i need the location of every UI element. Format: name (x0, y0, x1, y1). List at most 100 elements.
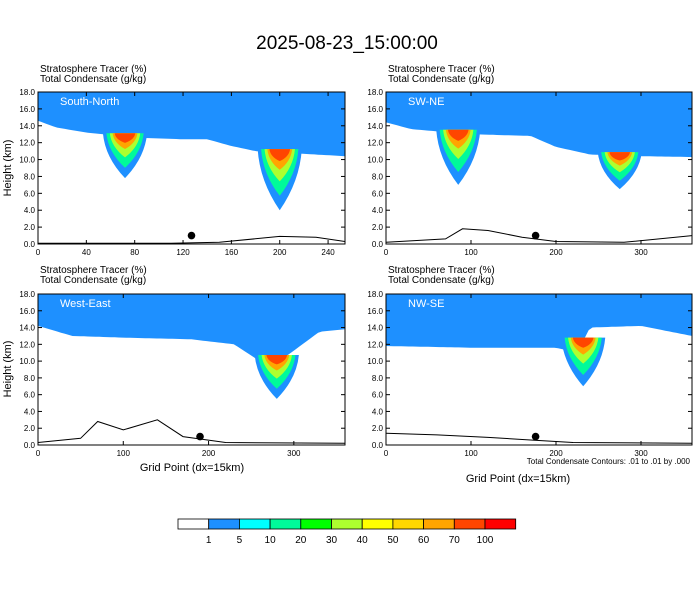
y-tick-label: 6.0 (372, 189, 384, 198)
y-tick-label: 0.0 (24, 240, 36, 249)
tracer-intrusion (609, 152, 631, 161)
panel-xlabel: Grid Point (dx=15km) (140, 462, 244, 474)
colorbar-swatch (331, 518, 363, 530)
colorbar-swatch (238, 518, 271, 530)
x-tick-label: 200 (549, 248, 563, 257)
contour-note: Total Condensate Contours: .01 to .01 by… (527, 457, 691, 466)
y-tick-label: 8.0 (24, 172, 36, 181)
panel-west-east: Stratosphere Tracer (%) Total Condensate… (2, 265, 346, 474)
y-tick-label: 6.0 (24, 391, 36, 400)
panel-name-label: NW-SE (408, 298, 444, 310)
colorbar: 1 5 10 20 30 40 50 60 70 100 (177, 518, 517, 546)
y-tick-label: 18.0 (19, 88, 35, 97)
panel-field2-label: Total Condensate (g/kg) (388, 74, 494, 85)
colorbar-swatch (300, 518, 332, 530)
y-tick-label: 12.0 (367, 340, 383, 349)
terrain-line (38, 235, 345, 244)
y-tick-label: 4.0 (372, 206, 384, 215)
y-tick-label: 4.0 (24, 206, 36, 215)
plot-area (38, 92, 345, 244)
colorbar-swatch (177, 518, 210, 530)
colorbar-label: 10 (265, 535, 277, 546)
tracer-band (38, 294, 345, 361)
y-tick-label: 8.0 (372, 374, 384, 383)
panel-field1-label: Stratosphere Tracer (%) (388, 265, 495, 276)
y-tick-label: 8.0 (24, 374, 36, 383)
plot-area (38, 294, 345, 445)
y-tick-label: 4.0 (372, 407, 384, 416)
panel-xlabel: Grid Point (dx=15km) (466, 473, 570, 485)
y-tick-label: 18.0 (19, 290, 35, 299)
colorbar-swatch (392, 518, 424, 530)
y-tick-label: 16.0 (19, 307, 35, 316)
tracer-intrusion (572, 337, 594, 348)
tracer-intrusion (269, 149, 291, 162)
tracer-intrusion (114, 133, 136, 143)
colorbar-swatch (423, 518, 455, 530)
x-tick-label: 0 (36, 449, 41, 458)
panel-south-north: Stratosphere Tracer (%) Total Condensate… (2, 64, 346, 257)
y-tick-label: 0.0 (372, 441, 384, 450)
colorbar-label: 20 (295, 535, 307, 546)
plot-frame (37, 91, 346, 245)
x-tick-label: 300 (287, 449, 301, 458)
location-marker (531, 231, 540, 240)
x-tick-label: 0 (384, 248, 389, 257)
y-tick-label: 14.0 (367, 122, 383, 131)
panel-field2-label: Total Condensate (g/kg) (40, 74, 146, 85)
y-tick-label: 6.0 (372, 391, 384, 400)
panel-field2-label: Total Condensate (g/kg) (388, 275, 494, 286)
colorbar-label: 5 (237, 535, 243, 546)
y-tick-label: 2.0 (372, 424, 384, 433)
x-tick-label: 300 (634, 449, 648, 458)
panel-nw-se: Stratosphere Tracer (%) Total Condensate… (367, 265, 693, 485)
location-marker (196, 432, 204, 441)
location-marker (531, 432, 540, 441)
colorbar-swatch (208, 518, 240, 530)
y-tick-label: 6.0 (24, 189, 36, 198)
tracer-band (386, 92, 692, 157)
y-tick-label: 2.0 (24, 424, 36, 433)
figure-title: 2025-08-23_15:00:00 (256, 33, 438, 54)
terrain-line (386, 432, 692, 444)
panel-name-label: SW-NE (408, 96, 444, 108)
tracer-band (386, 294, 692, 353)
y-tick-label: 12.0 (367, 139, 383, 148)
y-tick-label: 18.0 (367, 88, 383, 97)
colorbar-label: 1 (206, 535, 212, 546)
panel-field1-label: Stratosphere Tracer (%) (40, 64, 147, 75)
x-tick-label: 200 (273, 248, 287, 257)
x-tick-label: 200 (549, 449, 563, 458)
y-tick-label: 14.0 (19, 324, 35, 333)
colorbar-label: 30 (326, 535, 338, 546)
location-marker (187, 231, 196, 240)
plot-frame (37, 293, 346, 446)
y-tick-label: 12.0 (19, 340, 35, 349)
colorbar-label: 60 (418, 535, 430, 546)
panel-name-label: South-North (60, 96, 119, 108)
y-tick-label: 0.0 (372, 240, 384, 249)
y-tick-label: 18.0 (367, 290, 383, 299)
colorbar-label: 50 (387, 535, 399, 546)
x-tick-label: 0 (384, 449, 389, 458)
panel-field1-label: Stratosphere Tracer (%) (40, 265, 147, 276)
y-tick-label: 4.0 (24, 407, 36, 416)
x-tick-label: 100 (117, 449, 131, 458)
y-tick-label: 16.0 (367, 105, 383, 114)
y-tick-label: 2.0 (24, 223, 36, 232)
tracer-band (38, 92, 345, 157)
x-tick-label: 100 (464, 449, 478, 458)
y-tick-label: 12.0 (19, 139, 35, 148)
x-tick-label: 240 (321, 248, 335, 257)
colorbar-label: 100 (477, 535, 494, 546)
colorbar-swatch (484, 518, 517, 530)
y-tick-label: 8.0 (372, 172, 384, 181)
x-tick-label: 0 (36, 248, 41, 257)
y-tick-label: 10.0 (19, 156, 35, 165)
x-tick-label: 80 (130, 248, 139, 257)
x-tick-label: 100 (464, 248, 478, 257)
y-tick-label: 10.0 (367, 357, 383, 366)
panel-ylabel: Height (km) (2, 341, 14, 398)
y-tick-label: 16.0 (367, 307, 383, 316)
